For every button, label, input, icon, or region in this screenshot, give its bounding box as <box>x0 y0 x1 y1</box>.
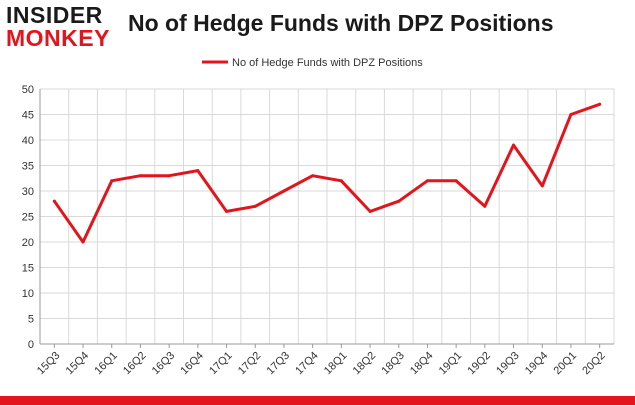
x-tick-label: 18Q4 <box>408 350 436 378</box>
x-tick-label: 19Q1 <box>437 350 465 378</box>
data-point <box>483 204 487 208</box>
insider-monkey-logo: INSIDER MONKEY <box>6 4 118 52</box>
legend-label: No of Hedge Funds with DPZ Positions <box>232 57 423 69</box>
data-point <box>110 179 114 183</box>
y-tick-label: 10 <box>22 288 34 300</box>
x-tick-label: 15Q4 <box>64 350 92 378</box>
data-point <box>282 189 286 193</box>
data-point <box>425 179 429 183</box>
x-tick-label: 18Q2 <box>351 350 379 378</box>
data-point <box>368 209 372 213</box>
logo-line-monkey: MONKEY <box>6 25 110 51</box>
x-tick-label: 20Q2 <box>580 350 608 378</box>
x-tick-label: 19Q2 <box>465 350 493 378</box>
chart-axes <box>39 89 614 345</box>
data-point <box>253 204 257 208</box>
grid-lines <box>39 88 615 344</box>
y-tick-label: 35 <box>22 161 34 173</box>
data-point <box>225 209 229 213</box>
x-tick-label: 17Q4 <box>293 350 321 378</box>
y-tick-label: 50 <box>22 84 34 96</box>
data-point <box>598 102 602 106</box>
data-point <box>454 179 458 183</box>
y-tick-label: 45 <box>22 110 34 122</box>
x-tick-label: 17Q2 <box>236 350 264 378</box>
legend: No of Hedge Funds with DPZ Positions <box>202 57 423 69</box>
x-tick-label: 17Q3 <box>265 350 293 378</box>
x-tick-label: 16Q3 <box>150 350 178 378</box>
y-tick-label: 5 <box>28 314 34 326</box>
series-line <box>52 102 602 244</box>
x-tick-label: 16Q2 <box>121 350 149 378</box>
y-tick-label: 15 <box>22 263 34 275</box>
x-tick-label: 16Q1 <box>92 350 120 378</box>
data-point <box>196 169 200 173</box>
y-tick-label: 40 <box>22 135 34 147</box>
logo-line-insider: INSIDER <box>6 2 103 28</box>
y-tick-label: 20 <box>22 237 34 249</box>
bottom-accent-bar <box>0 396 635 405</box>
data-point <box>311 174 315 178</box>
data-point <box>81 240 85 244</box>
series-layer <box>52 102 602 244</box>
data-point <box>339 179 343 183</box>
x-tick-label: 17Q1 <box>207 350 235 378</box>
data-point <box>540 184 544 188</box>
data-point <box>138 174 142 178</box>
data-point <box>397 199 401 203</box>
data-point <box>52 199 56 203</box>
y-axis-ticks: 0 5 10 15 20 25 30 35 40 45 50 <box>22 84 34 351</box>
x-tick-label: 15Q3 <box>35 350 63 378</box>
x-tick-label: 18Q3 <box>379 350 407 378</box>
chart-title: No of Hedge Funds with DPZ Positions <box>128 10 554 36</box>
x-tick-label: 19Q3 <box>494 350 522 378</box>
x-tick-label: 18Q1 <box>322 350 350 378</box>
data-point <box>512 143 516 147</box>
y-tick-label: 30 <box>22 186 34 198</box>
x-tick-label: 19Q4 <box>523 350 551 378</box>
x-axis-ticks: 15Q3 15Q4 16Q1 16Q2 16Q3 16Q4 17Q1 17Q2 17Q3 17Q4… <box>35 344 608 377</box>
data-point <box>569 113 573 116</box>
y-tick-label: 25 <box>22 212 34 224</box>
y-tick-label: 0 <box>28 339 34 351</box>
x-tick-label: 20Q1 <box>552 350 580 378</box>
data-point <box>167 174 171 178</box>
x-tick-label: 16Q4 <box>178 350 206 378</box>
